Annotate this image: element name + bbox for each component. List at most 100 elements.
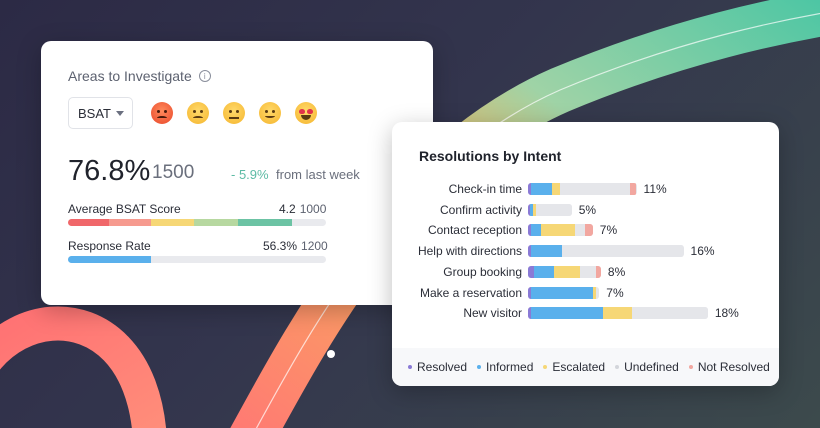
delta-value: - 5.9% [231,167,269,182]
legend-item-resolved[interactable]: Resolved [408,360,467,374]
areas-title: Areas to Investigate i [68,68,211,84]
bar-segment-informed [531,224,541,237]
angry-face-icon[interactable] [151,102,173,124]
bsat-count: 1500 [152,162,195,183]
slight-smile-icon[interactable] [259,102,281,124]
bar-segment-resolved [528,265,535,278]
legend-label: Not Resolved [697,360,770,374]
intent-percent: 7% [599,223,618,238]
swoosh-dot [327,350,335,358]
response-rate-count: 1200 [301,239,328,253]
intent-row[interactable]: Confirm activity 5% [392,202,779,218]
legend-item-escalated[interactable]: Escalated [543,360,605,374]
response-rate-value: 56.3% 1200 [263,239,328,253]
intent-percent: 18% [714,306,739,321]
legend-label: Resolved [417,360,468,374]
response-rate-pct: 56.3% [263,239,298,253]
bar-segment-undefined [631,307,708,320]
bar-segment-not-resolved [584,224,593,237]
bar-segment-resolved [528,183,532,195]
legend-dot-icon [688,365,693,369]
bar-segment-informed [534,265,554,278]
legend-item-undefined[interactable]: Undefined [615,360,679,374]
bar-segment-escalated [592,286,597,299]
response-rate-bar [68,256,326,263]
avg-bsat-bar [68,219,326,226]
bar-segment-informed [531,307,603,320]
emoji-filter-row [151,102,317,124]
intent-row[interactable]: New visitor 18% [392,305,779,321]
legend-label: Informed [486,360,534,374]
intent-percent: 16% [690,244,715,259]
swoosh-line [255,12,820,428]
intent-row[interactable]: Contact reception 7% [392,222,779,238]
neutral-face-icon[interactable] [223,102,245,124]
intent-bar [528,224,593,237]
intent-row[interactable]: Group booking 8% [392,264,779,280]
bsat-select-value: BSAT [78,105,111,121]
legend-dot-icon [615,365,620,369]
bar-segment-informed [531,245,562,258]
bar-segment-not-resolved [630,183,637,195]
intent-row[interactable]: Make a reservation 7% [392,285,779,301]
bar-segment-undefined [560,183,631,195]
intent-label: Help with directions [417,244,522,259]
bar-segment-undefined [562,245,684,258]
heart-eyes-icon[interactable] [295,102,317,124]
sad-face-icon[interactable] [187,102,209,124]
intent-label: Confirm activity [439,202,522,217]
bar-segment-undefined [536,203,572,216]
bar-segment-escalated [532,203,537,216]
response-rate-fill [68,256,151,263]
intent-bar [528,203,572,216]
bar-segment-informed [531,286,593,299]
avg-bsat-count: 1000 [299,202,327,216]
bsat-score: 76.8% [68,155,151,187]
intent-percent: 11% [643,182,667,196]
areas-card: Areas to Investigate i BSAT 76.8% 1500 -… [41,41,433,305]
intent-label: Group booking [443,264,522,279]
info-icon[interactable]: i [198,70,211,82]
bar-segment-resolved [528,286,532,299]
resolutions-title: Resolutions by Intent [419,148,562,164]
avg-bsat-score: 4.2 [279,202,296,216]
pink-arc [0,306,166,428]
bar-segment-undefined [574,224,585,237]
intent-percent: 7% [606,285,624,300]
bar-segment-informed [531,183,553,195]
intent-percent: 8% [607,264,626,279]
intent-bar [528,265,601,278]
intent-percent: 5% [578,202,597,217]
bar-segment-not-resolved [596,265,601,278]
legend-label: Undefined [624,360,679,374]
intent-label: Make a reservation [419,285,522,300]
intent-label: New visitor [463,306,522,321]
bsat-select[interactable]: BSAT [68,97,133,129]
legend-dot-icon [408,365,412,369]
response-rate-label: Response Rate [68,239,151,253]
resolutions-legend: Resolved Informed Escalated Undefined Not Re… [392,348,779,386]
chevron-down-icon [116,111,124,116]
avg-bsat-label: Average BSAT Score [68,202,181,216]
resolutions-card: Resolutions by Intent Check-in time 11% Co… [392,122,779,386]
legend-dot-icon [543,365,548,369]
bar-segment-escalated [552,183,561,195]
legend-label: Escalated [552,360,606,374]
bar-segment-resolved [528,307,532,320]
legend-item-informed[interactable]: Informed [477,360,533,374]
bar-segment-undefined [579,265,596,278]
bar-segment-resolved [528,245,532,258]
bar-segment-resolved [528,203,531,216]
avg-bsat-value: 4.2 1000 [279,202,326,216]
intent-bar [528,307,708,320]
intent-row[interactable]: Check-in time 11% [392,181,779,197]
legend-dot-icon [477,365,482,369]
delta-caption: from last week [276,167,360,182]
intent-row[interactable]: Help with directions 16% [392,243,779,259]
bar-segment-undefined [596,286,600,299]
intent-bar [528,245,684,258]
bar-segment-escalated [553,265,580,278]
intent-bar [528,286,600,299]
legend-item-not-resolved[interactable]: Not Resolved [688,360,770,374]
